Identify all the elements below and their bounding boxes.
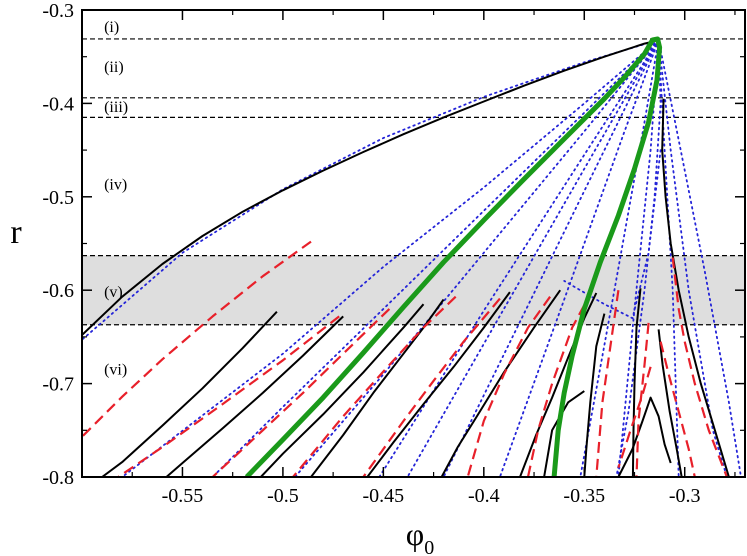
- black-curve: [440, 289, 562, 477]
- red-dashed-curve: [659, 341, 696, 477]
- blue-dotted-curve: [657, 39, 742, 477]
- black-curve: [583, 313, 606, 477]
- black-curve: [101, 311, 278, 477]
- blue-dotted-curve: [442, 39, 660, 477]
- region-labels-layer: (i) (ii) (iii) (iv) (v) (vi): [104, 19, 128, 379]
- red-dashed-curve: [635, 322, 650, 477]
- region-label: (i): [104, 19, 119, 36]
- region-label: (vi): [104, 362, 127, 379]
- y-tick-label: -0.4: [42, 93, 74, 115]
- y-tick-label: -0.7: [42, 374, 74, 396]
- red-dashed-curve: [117, 315, 340, 477]
- y-tick-label: -0.5: [42, 187, 74, 209]
- blue-dotted-curve: [82, 39, 660, 341]
- blue-dotted-curve: [499, 39, 660, 477]
- black-curve: [657, 329, 683, 477]
- blue-dotted-curve: [657, 39, 680, 477]
- blue-dotted-curve: [121, 39, 660, 477]
- red-dashed-curve: [292, 295, 457, 477]
- red-dashed-curve: [466, 296, 551, 477]
- red-dashed-curve: [82, 240, 312, 438]
- x-tick-label: -0.5: [267, 485, 299, 507]
- x-tick-label: -0.4: [468, 485, 500, 507]
- blue-dotted-curve: [563, 149, 662, 320]
- curves-layer: [82, 36, 742, 477]
- axis-ticks-layer: -0.55 -0.5 -0.45 -0.4 -0.35 -0.3 -0.8 -0.7 -0.6 -…: [42, 0, 745, 507]
- region-label: (ii): [104, 59, 124, 76]
- black-curve: [366, 291, 511, 477]
- black-curve: [165, 315, 344, 477]
- region-label: (iii): [104, 99, 128, 116]
- x-tick-label: -0.55: [162, 485, 204, 507]
- black-curve: [617, 396, 672, 477]
- black-curve: [82, 39, 657, 336]
- x-axis-label-subscript: 0: [424, 537, 434, 556]
- region-label: (iv): [104, 177, 127, 194]
- green-boundary-curve: [244, 36, 663, 477]
- region-divider-layer: [82, 38, 745, 326]
- blue-dotted-curve: [657, 39, 728, 477]
- red-dashed-curve: [362, 297, 501, 477]
- blue-dotted-curve: [406, 39, 660, 477]
- black-curve: [519, 292, 598, 477]
- x-tick-label: -0.3: [669, 485, 701, 507]
- y-tick-label: -0.8: [42, 467, 74, 489]
- y-tick-label: -0.6: [42, 280, 74, 302]
- red-dashed-curve: [617, 366, 652, 469]
- red-dashed-curve: [671, 257, 728, 477]
- black-curve: [260, 303, 425, 477]
- red-dashed-curve: [211, 308, 391, 477]
- blue-dotted-curve: [211, 39, 660, 477]
- black-curve: [661, 98, 730, 477]
- x-tick-label: -0.45: [363, 485, 405, 507]
- y-tick-label: -0.3: [42, 0, 74, 22]
- blue-dotted-curve: [294, 39, 660, 477]
- y-axis-label: r: [10, 214, 22, 251]
- x-axis-label: φ0: [406, 516, 434, 556]
- x-tick-label: -0.35: [563, 485, 605, 507]
- region-label: (v): [104, 284, 123, 301]
